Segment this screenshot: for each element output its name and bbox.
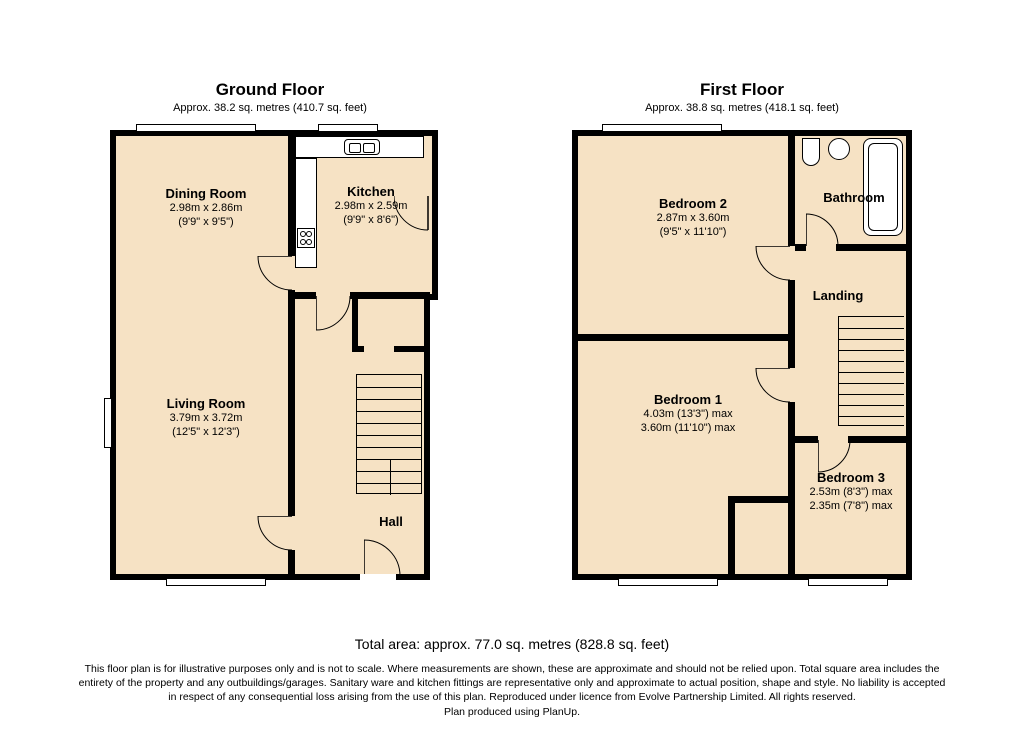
bed1-label: Bedroom 1 4.03m (13'3") max 3.60m (11'10… (608, 392, 768, 436)
gf-vert-partition (288, 136, 295, 574)
living-room-label: Living Room 3.79m x 3.72m (12'5" x 12'3"… (136, 396, 276, 440)
kitchen-counter-left (295, 158, 317, 268)
bath-icon (863, 138, 903, 236)
kitchen-sink-icon (344, 139, 380, 155)
dining-room-label: Dining Room 2.98m x 2.86m (9'9" x 9'5") (136, 186, 276, 230)
ground-floor-plan: Dining Room 2.98m x 2.86m (9'9" x 9'5") … (110, 130, 430, 580)
toilet-icon (802, 138, 820, 166)
hall-door-arc-icon (256, 516, 296, 556)
disclaimer-line-3: in respect of any consequential loss ari… (0, 690, 1024, 704)
ff-window-top-left (602, 124, 722, 132)
basin-icon (828, 138, 850, 160)
disclaimer-line-2: entirety of the property and any outbuil… (0, 676, 1024, 690)
total-area: Total area: approx. 77.0 sq. metres (828… (0, 636, 1024, 652)
bed2-door-arc-icon (754, 246, 794, 286)
disclaimer-line-4: Plan produced using PlanUp. (0, 705, 1024, 719)
bed2-label: Bedroom 2 2.87m x 3.60m (9'5" x 11'10") (618, 196, 768, 240)
gf-window-living-left (104, 398, 112, 448)
ff-window-bot-left (618, 578, 718, 586)
ground-floor-header: Ground Floor Approx. 38.2 sq. metres (41… (110, 80, 430, 114)
bed3-label: Bedroom 3 2.53m (8'3") max 2.35m (7'8") … (796, 470, 906, 514)
first-floor-title: First Floor (572, 80, 912, 100)
ff-stairs-icon (838, 316, 904, 426)
dining-kitchen-door-arc-icon (256, 256, 296, 296)
ground-floor-subtitle: Approx. 38.2 sq. metres (410.7 sq. feet) (110, 102, 430, 114)
first-floor-subtitle: Approx. 38.8 sq. metres (418.1 sq. feet) (572, 102, 912, 114)
bathroom-door-arc-icon (806, 212, 842, 248)
gf-window-kitchen-top (318, 124, 378, 132)
first-floor-plan: Bedroom 2 2.87m x 3.60m (9'5" x 11'10") … (572, 130, 912, 580)
gf-window-bottom-left (166, 578, 266, 586)
hob-icon (297, 228, 315, 248)
hall-label: Hall (361, 514, 421, 530)
gf-stairs-icon (356, 374, 422, 494)
ff-window-bot-right (808, 578, 888, 586)
footer: Total area: approx. 77.0 sq. metres (828… (0, 636, 1024, 719)
landing-label: Landing (798, 288, 878, 304)
ground-floor-title: Ground Floor (110, 80, 430, 100)
bathroom-label: Bathroom (814, 190, 894, 206)
kitchen-label: Kitchen 2.98m x 2.59m (9'9" x 8'6") (321, 184, 421, 228)
gf-window-top-left (136, 124, 256, 132)
kitchen-door-arc-icon (316, 292, 356, 332)
first-floor-header: First Floor Approx. 38.8 sq. metres (418… (572, 80, 912, 114)
disclaimer-line-1: This floor plan is for illustrative purp… (0, 662, 1024, 676)
